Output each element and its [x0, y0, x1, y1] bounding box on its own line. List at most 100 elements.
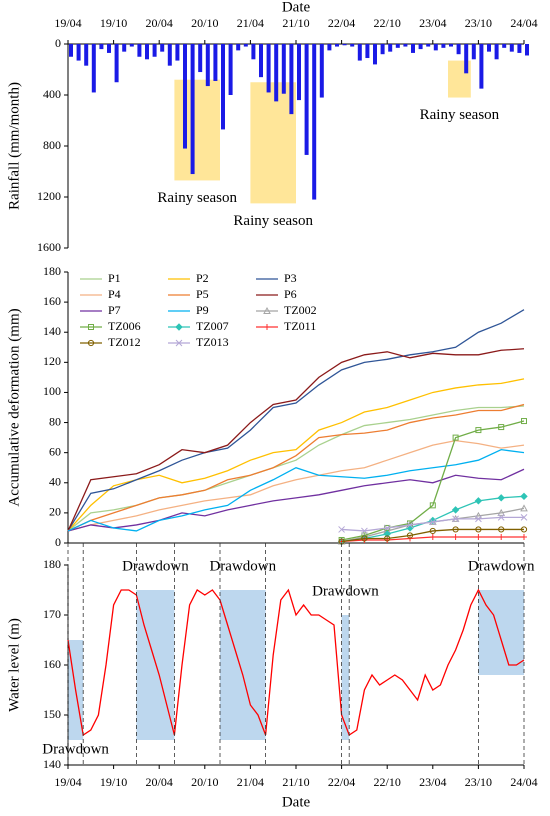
bar	[471, 44, 476, 60]
x-tick-label: 19/10	[100, 775, 127, 789]
legend-label: TZ013	[196, 335, 229, 349]
marker	[88, 324, 94, 330]
marker	[452, 533, 459, 540]
marker	[263, 306, 271, 314]
bar	[494, 44, 499, 60]
y-tick-label: 0	[55, 535, 61, 549]
marker	[429, 502, 436, 509]
bar	[433, 44, 438, 51]
x-tick-label: 24/04	[510, 16, 537, 30]
x-tick-label: 20/10	[191, 16, 218, 30]
bar	[289, 44, 294, 115]
marker	[497, 514, 505, 521]
marker	[361, 535, 368, 542]
bar	[342, 44, 347, 46]
bar	[418, 44, 423, 50]
legend-label: P3	[284, 271, 297, 285]
marker	[87, 339, 95, 347]
marker	[475, 533, 482, 540]
panel: Rainy season Rainy season Rainy season 0 400…	[6, 0, 537, 254]
marker	[175, 323, 183, 331]
marker	[406, 521, 414, 529]
marker	[497, 508, 506, 516]
bar	[388, 44, 393, 52]
bar	[243, 44, 248, 47]
span-label: Rainy season	[157, 190, 237, 206]
series-line	[67, 448, 525, 532]
bar	[395, 44, 400, 48]
span-box	[250, 82, 296, 204]
marker	[361, 527, 368, 535]
marker	[429, 518, 437, 526]
marker	[383, 524, 391, 532]
marker	[384, 535, 391, 542]
bar	[160, 44, 165, 52]
panel: Drawdown Drawdown Drawdown Drawdown Drawdown…	[6, 557, 537, 811]
y-axis-title: Accumulative deformation (mm)	[6, 308, 22, 506]
marker	[520, 504, 528, 512]
y-tick-label: 40	[49, 475, 61, 489]
y-tick-label: 160	[43, 294, 61, 308]
series-line	[67, 588, 525, 737]
bar	[426, 44, 431, 47]
legend-label: TZ007	[196, 319, 229, 333]
bar	[297, 44, 301, 101]
marker	[498, 533, 505, 540]
y-axis-title: Rainfall (mm/month)	[6, 82, 22, 210]
span-label: Drawdown	[312, 583, 379, 599]
bar	[69, 44, 73, 57]
y-tick-label: 0	[55, 36, 61, 50]
legend-label: TZ002	[284, 303, 317, 317]
marker	[383, 530, 391, 538]
bar	[350, 44, 355, 47]
span-label: Rainy season	[420, 107, 500, 123]
marker	[451, 506, 460, 514]
x-tick-label: 23/10	[465, 775, 492, 789]
marker	[452, 515, 459, 523]
marker	[475, 515, 482, 523]
span-box	[136, 590, 175, 740]
span-box	[174, 79, 220, 181]
bar	[198, 44, 203, 73]
x-tick-label: 20/04	[146, 16, 173, 30]
marker	[521, 533, 527, 540]
bar	[373, 44, 377, 65]
bar	[129, 44, 134, 47]
marker	[498, 526, 505, 533]
x-tick-label: 23/10	[465, 16, 492, 30]
legend-label: P6	[284, 287, 297, 301]
marker	[498, 424, 505, 431]
x-tick-label: 19/10	[100, 16, 127, 30]
marker	[452, 434, 459, 441]
bar	[441, 44, 446, 48]
span-box	[341, 615, 350, 740]
bar	[228, 44, 233, 95]
bar	[183, 44, 187, 149]
y-tick-label: 150	[43, 707, 61, 721]
x-tick-label: 19/04	[54, 16, 81, 30]
series-line	[67, 309, 525, 532]
marker	[175, 339, 183, 347]
series-line	[341, 528, 524, 543]
legend-label: P2	[196, 271, 209, 285]
x-tick-label: 20/04	[146, 775, 173, 789]
legend-label: TZ006	[108, 319, 141, 333]
y-tick-label: 100	[43, 384, 61, 398]
panel: 0 20 40 60 80 100 120 140 160 180 Accumulative def…	[6, 264, 528, 549]
bar	[205, 44, 210, 87]
x-tick-label: 23/04	[419, 775, 446, 789]
marker	[406, 532, 414, 539]
marker	[338, 526, 345, 533]
bar	[167, 44, 172, 66]
y-tick-label: 120	[43, 354, 61, 368]
marker	[475, 526, 482, 533]
marker	[475, 427, 482, 434]
x-tick-label: 21/04	[237, 775, 264, 789]
span-label: Drawdown	[209, 558, 276, 574]
marker	[429, 533, 436, 540]
y-tick-label: 1200	[37, 189, 61, 203]
x-tick-label: 24/04	[510, 775, 537, 789]
x-tick-label: 22/10	[374, 775, 401, 789]
bar	[304, 44, 309, 155]
